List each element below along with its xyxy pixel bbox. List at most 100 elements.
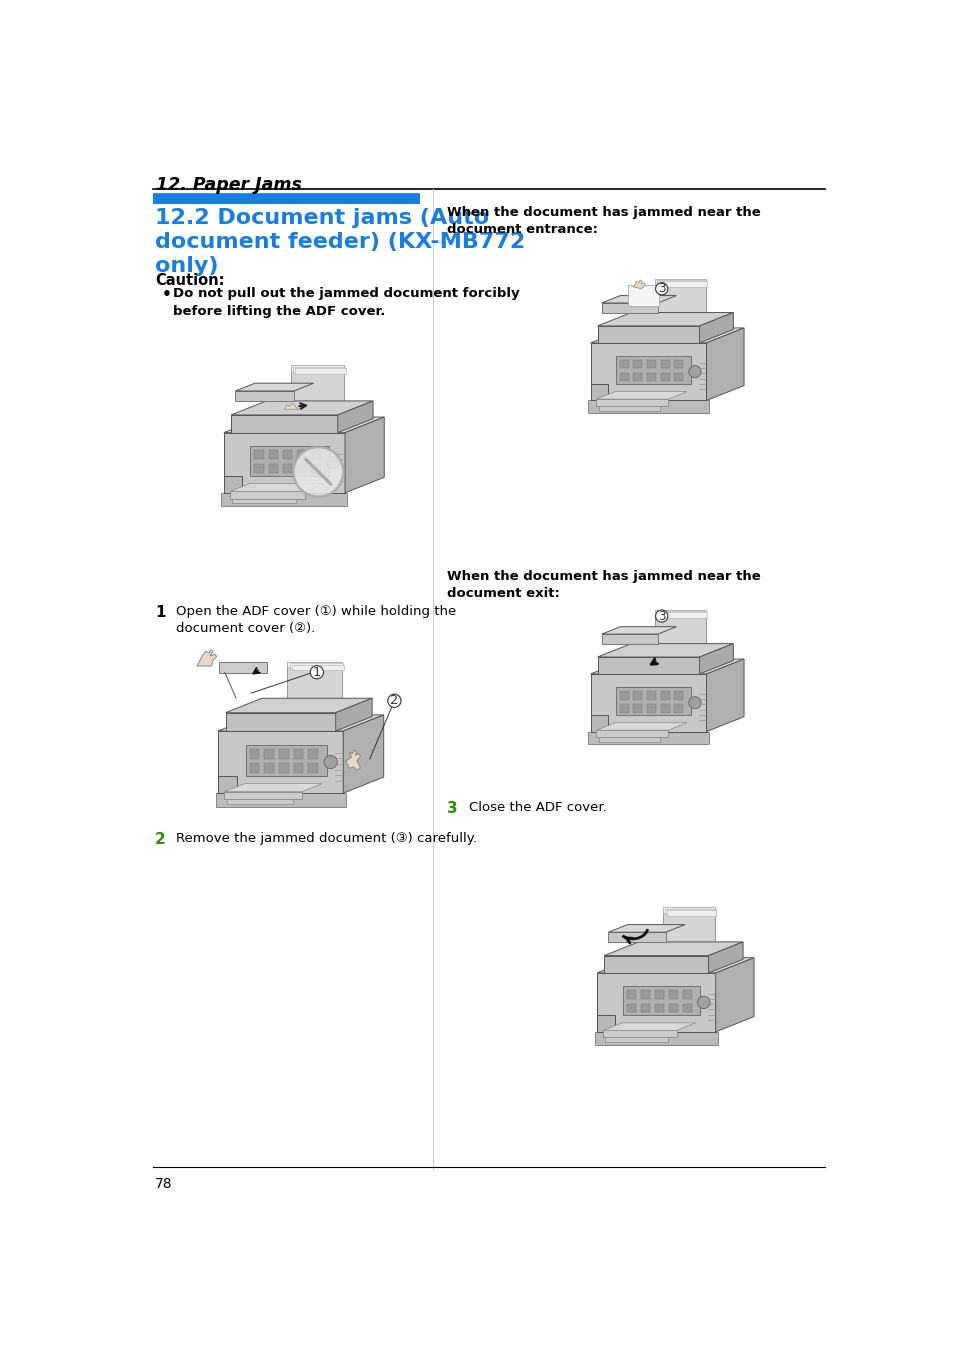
Polygon shape: [224, 476, 242, 493]
Circle shape: [387, 694, 400, 708]
Polygon shape: [597, 957, 753, 973]
Bar: [659, 692, 669, 700]
Polygon shape: [706, 659, 743, 732]
Circle shape: [655, 283, 667, 295]
Polygon shape: [597, 973, 715, 1031]
Bar: [619, 704, 628, 713]
Polygon shape: [627, 286, 659, 306]
Bar: [308, 763, 317, 772]
Bar: [311, 450, 320, 460]
Bar: [654, 1003, 663, 1012]
Bar: [619, 360, 628, 368]
Bar: [633, 704, 641, 713]
Bar: [646, 360, 656, 368]
Polygon shape: [659, 612, 706, 617]
Text: 1: 1: [313, 666, 320, 679]
Bar: [674, 360, 682, 368]
Bar: [668, 991, 678, 999]
Polygon shape: [291, 365, 344, 400]
Bar: [296, 464, 306, 473]
Polygon shape: [218, 731, 343, 793]
Polygon shape: [654, 609, 705, 643]
Polygon shape: [196, 650, 216, 666]
Polygon shape: [594, 1031, 718, 1045]
Bar: [250, 749, 259, 759]
Polygon shape: [597, 643, 733, 656]
Bar: [668, 1003, 678, 1012]
Polygon shape: [231, 415, 337, 433]
Polygon shape: [666, 910, 716, 915]
Polygon shape: [699, 313, 733, 342]
Text: When the document has jammed near the
document exit:: When the document has jammed near the do…: [447, 570, 760, 600]
Text: 3: 3: [658, 282, 665, 295]
Bar: [245, 744, 327, 775]
Polygon shape: [715, 957, 753, 1031]
Text: 3: 3: [658, 609, 665, 623]
Circle shape: [697, 996, 709, 1008]
Circle shape: [688, 697, 700, 709]
Polygon shape: [224, 783, 322, 791]
Polygon shape: [608, 925, 684, 933]
Polygon shape: [590, 659, 743, 674]
Bar: [269, 450, 277, 460]
Polygon shape: [601, 303, 657, 313]
Text: 1: 1: [154, 604, 165, 620]
Polygon shape: [603, 956, 708, 973]
Bar: [616, 686, 691, 716]
Text: Remove the jammed document (③) carefully.: Remove the jammed document (③) carefully…: [175, 832, 476, 845]
Bar: [278, 763, 289, 772]
Bar: [659, 360, 669, 368]
Text: 12.2 Document jams (Auto
document feeder) (KX-MB772
only): 12.2 Document jams (Auto document feeder…: [154, 208, 524, 276]
Polygon shape: [345, 417, 384, 493]
Polygon shape: [602, 1030, 676, 1038]
Bar: [633, 360, 641, 368]
Polygon shape: [588, 732, 708, 744]
Polygon shape: [291, 365, 344, 371]
Bar: [619, 692, 628, 700]
Polygon shape: [662, 907, 714, 913]
Bar: [674, 704, 682, 713]
Polygon shape: [292, 665, 343, 670]
Polygon shape: [227, 799, 293, 805]
Polygon shape: [662, 907, 714, 942]
Bar: [278, 749, 289, 759]
Bar: [626, 1003, 636, 1012]
Polygon shape: [699, 643, 733, 674]
Polygon shape: [590, 328, 743, 342]
Text: 2: 2: [390, 694, 398, 708]
Bar: [251, 446, 329, 476]
Circle shape: [688, 365, 700, 377]
Bar: [282, 464, 292, 473]
Bar: [269, 464, 277, 473]
Bar: [633, 373, 641, 381]
Text: Caution:: Caution:: [154, 274, 224, 288]
Polygon shape: [225, 698, 372, 713]
Bar: [254, 464, 264, 473]
Polygon shape: [659, 282, 706, 287]
Polygon shape: [218, 775, 236, 793]
Bar: [616, 356, 691, 384]
Text: Do not pull out the jammed document forcibly
before lifting the ADF cover.: Do not pull out the jammed document forc…: [172, 287, 518, 318]
Polygon shape: [654, 609, 705, 615]
Polygon shape: [224, 791, 301, 799]
Polygon shape: [294, 368, 345, 373]
Polygon shape: [590, 674, 706, 732]
Bar: [646, 373, 656, 381]
Bar: [633, 692, 641, 700]
Polygon shape: [597, 656, 699, 674]
Polygon shape: [590, 342, 706, 400]
Circle shape: [655, 609, 667, 623]
Bar: [311, 464, 320, 473]
Bar: [619, 373, 628, 381]
Polygon shape: [706, 328, 743, 400]
Bar: [296, 450, 306, 460]
Polygon shape: [601, 295, 676, 303]
Bar: [282, 450, 292, 460]
Bar: [640, 1003, 649, 1012]
Polygon shape: [604, 1038, 667, 1042]
Bar: [264, 749, 274, 759]
Polygon shape: [596, 392, 686, 399]
Polygon shape: [654, 279, 705, 284]
Polygon shape: [218, 714, 383, 731]
Polygon shape: [597, 1015, 615, 1031]
